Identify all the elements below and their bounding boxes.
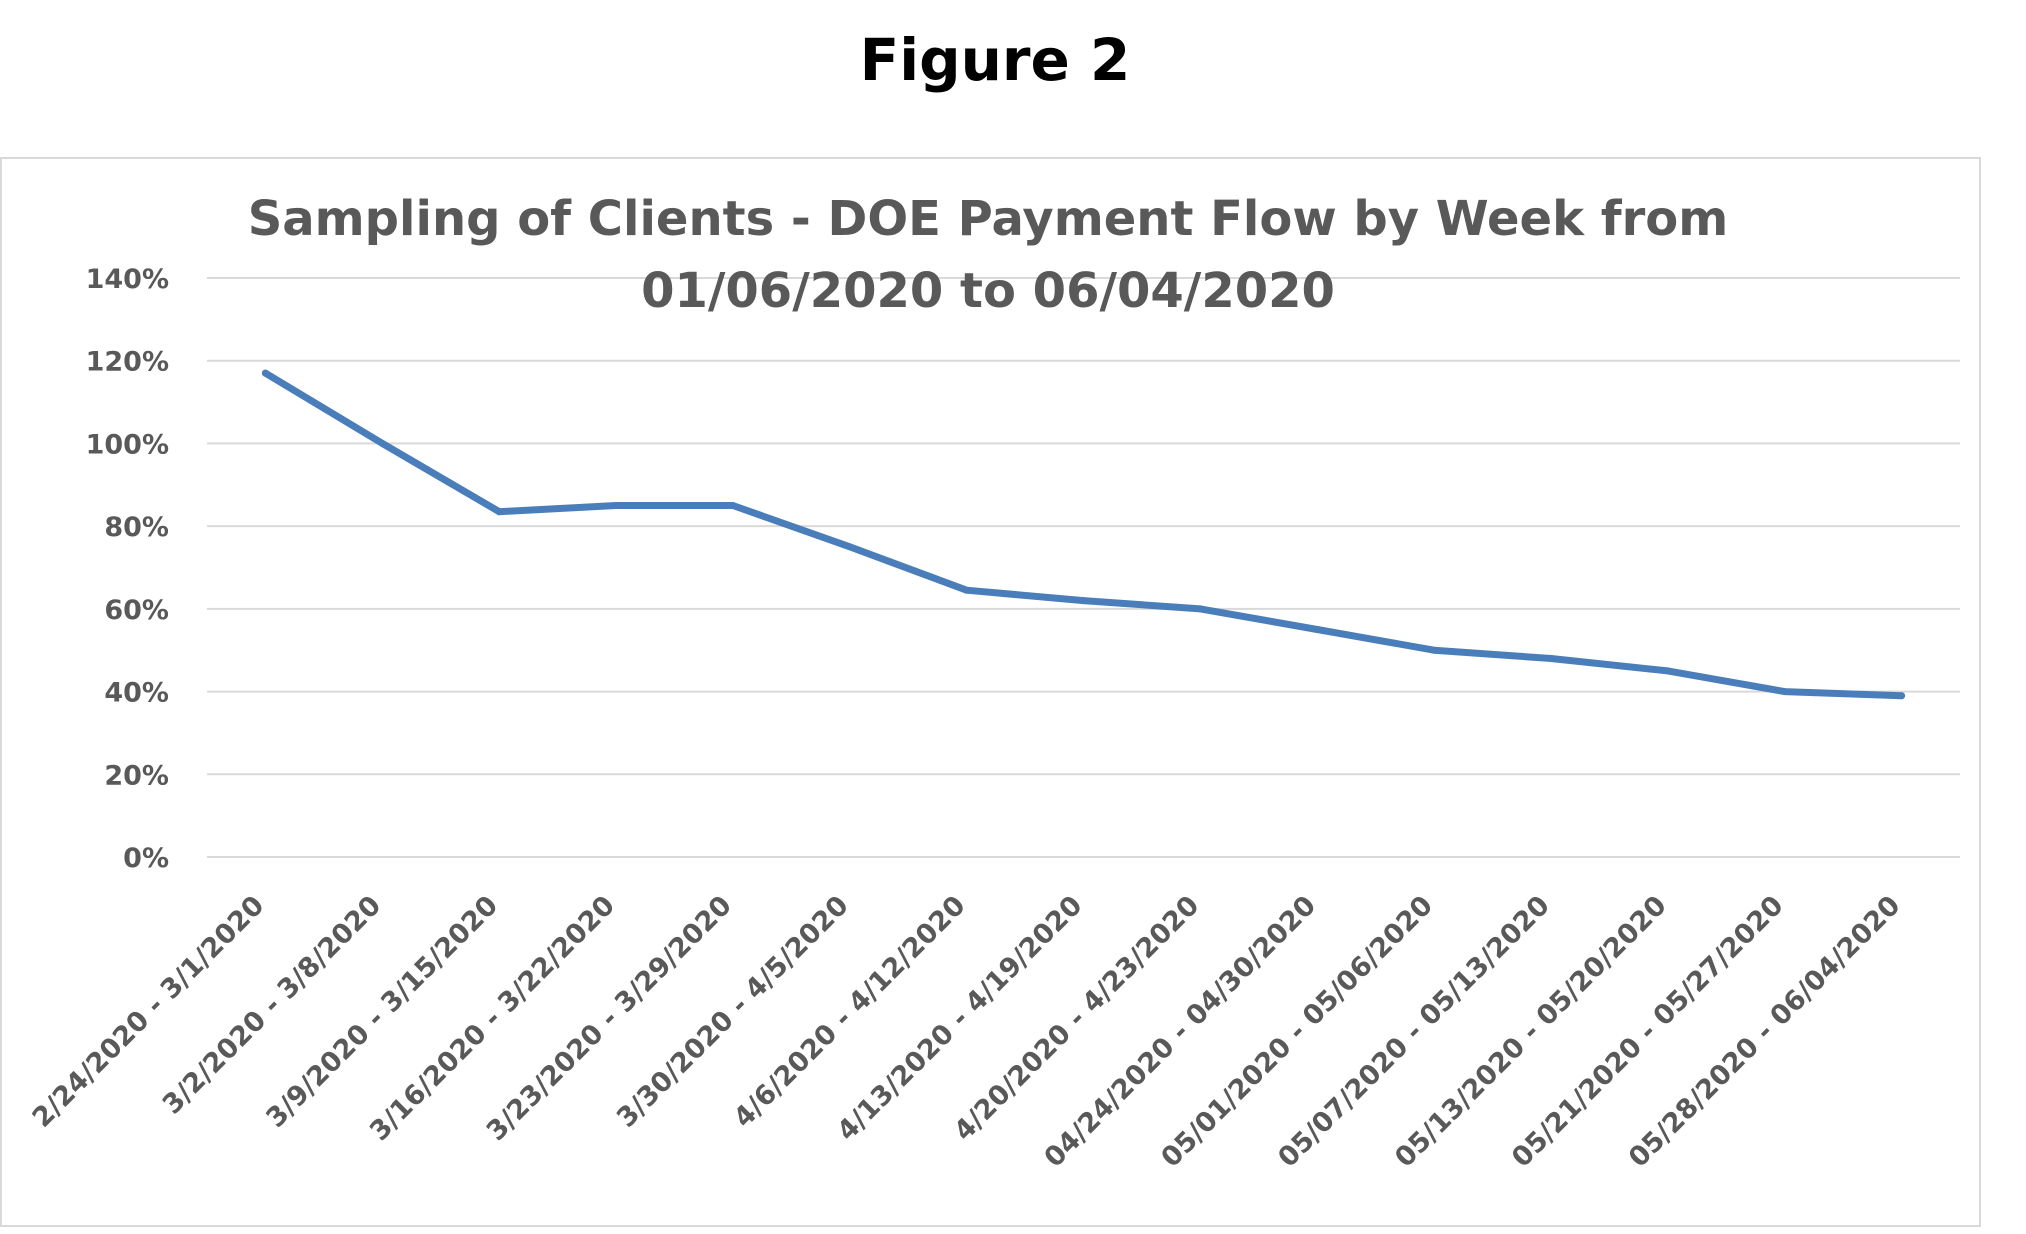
x-tick-label: 4/13/2020 - 4/19/2020 bbox=[831, 890, 1088, 1147]
data-point bbox=[1664, 667, 1672, 675]
gridlines bbox=[207, 277, 1960, 858]
data-point bbox=[1430, 646, 1438, 654]
data-point bbox=[261, 369, 269, 377]
y-tick-label: 140% bbox=[86, 264, 169, 295]
data-point bbox=[1313, 626, 1321, 634]
y-tick-label: 120% bbox=[86, 347, 169, 378]
data-point bbox=[612, 501, 620, 509]
data-point bbox=[378, 439, 386, 447]
data-point bbox=[1196, 605, 1204, 613]
line-chart: 0% 20% 40% 60% 80% 100% 120% 140% 2/24/2020 - 3… bbox=[27, 191, 1960, 1174]
y-tick-label: 40% bbox=[104, 678, 169, 709]
x-tick-label: 3/2/2020 - 3/8/2020 bbox=[157, 890, 387, 1120]
chart-title-line-2: 01/06/2020 to 06/04/2020 bbox=[641, 263, 1335, 319]
x-tick-label: 3/9/2020 - 3/15/2020 bbox=[260, 890, 504, 1134]
x-tick-label: 3/23/2020 - 3/29/2020 bbox=[481, 890, 738, 1147]
chart-title-line-1: Sampling of Clients - DOE Payment Flow b… bbox=[248, 191, 1729, 247]
y-tick-label: 20% bbox=[104, 760, 169, 791]
chart-frame: 0% 20% 40% 60% 80% 100% 120% 140% 2/24/2020 - 3… bbox=[0, 157, 1981, 1227]
data-point bbox=[1781, 688, 1789, 696]
data-point bbox=[846, 543, 854, 551]
data-point bbox=[495, 508, 503, 516]
data-point bbox=[1547, 654, 1555, 662]
x-tick-label: 3/16/2020 - 3/22/2020 bbox=[364, 890, 621, 1147]
y-tick-label: 80% bbox=[104, 512, 169, 543]
data-series bbox=[261, 369, 1906, 700]
figure-label: Figure 2 bbox=[859, 26, 1131, 94]
data-point bbox=[729, 501, 737, 509]
x-tick-label: 2/24/2020 - 3/1/2020 bbox=[27, 890, 271, 1134]
y-axis-ticks: 0% 20% 40% 60% 80% 100% 120% 140% bbox=[86, 264, 169, 874]
y-tick-label: 60% bbox=[104, 595, 169, 626]
x-tick-label: 4/6/2020 - 4/12/2020 bbox=[728, 890, 972, 1134]
series-line bbox=[261, 369, 1906, 700]
x-tick-label: 3/30/2020 - 4/5/2020 bbox=[611, 890, 855, 1134]
y-tick-label: 100% bbox=[86, 429, 169, 460]
y-tick-label: 0% bbox=[123, 843, 169, 874]
data-point bbox=[1898, 692, 1906, 700]
data-point bbox=[1080, 597, 1087, 605]
x-tick-label: 4/20/2020 - 4/23/2020 bbox=[948, 890, 1205, 1147]
data-point bbox=[963, 586, 971, 594]
